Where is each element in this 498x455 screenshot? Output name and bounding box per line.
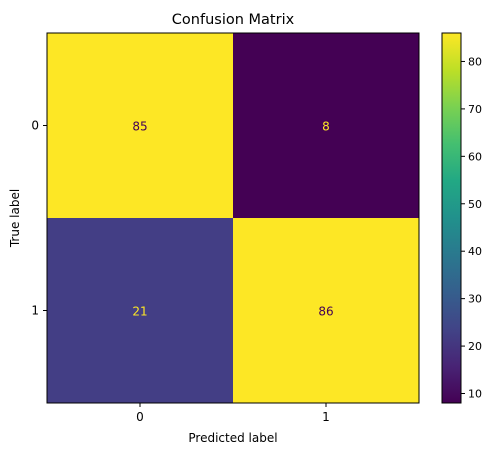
colorbar-tick-label-10: 10 [468, 388, 482, 401]
x-tick-label-0: 0 [136, 410, 144, 424]
matrix-cell-0-0 [47, 33, 233, 218]
cell-value-1-1: 86 [318, 305, 333, 319]
y-tick-label-1: 1 [31, 304, 39, 318]
colorbar-tick-label-50: 50 [468, 198, 482, 211]
matrix-cell-labels: 85 8 21 86 [132, 120, 333, 319]
colorbar [441, 32, 462, 404]
x-tick-label-1: 1 [322, 410, 330, 424]
chart-title: Confusion Matrix [172, 12, 295, 28]
matrix-cell-1-1 [233, 218, 419, 403]
x-axis-label: Predicted label [188, 431, 277, 445]
cell-value-1-0: 21 [132, 305, 147, 319]
cell-value-0-1: 8 [322, 120, 330, 134]
cell-value-0-0: 85 [132, 120, 147, 134]
colorbar-tick-label-20: 20 [468, 340, 482, 353]
matrix-cell-0-1 [233, 33, 419, 218]
colorbar-tick-label-70: 70 [468, 103, 482, 116]
y-tick-label-0: 0 [31, 119, 39, 133]
y-axis-ticks: 01 [31, 119, 47, 318]
colorbar-tick-label-40: 40 [468, 245, 482, 258]
matrix-frame [46, 32, 420, 404]
colorbar-tick-label-80: 80 [468, 55, 482, 68]
matrix-cells [47, 33, 419, 403]
matrix-cell-1-0 [47, 218, 233, 403]
y-axis-label: True label [8, 189, 22, 248]
colorbar-ticks: 10 20 30 40 50 60 70 80 [461, 55, 482, 401]
colorbar-tick-label-60: 60 [468, 150, 482, 163]
colorbar-tick-label-30: 30 [468, 293, 482, 306]
